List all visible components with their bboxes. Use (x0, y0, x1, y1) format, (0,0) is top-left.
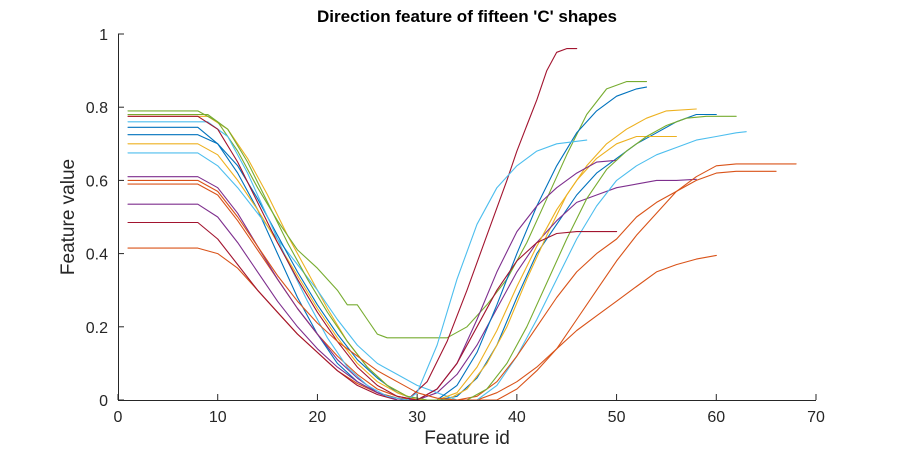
series-line-2 (127, 247, 717, 401)
x-axis-ticks: 0 10 20 30 40 50 60 70 (114, 394, 825, 426)
y-axis-label: Feature value (58, 159, 79, 275)
y-tick-label: 1 (99, 27, 108, 44)
x-tick-label: 10 (209, 409, 227, 426)
series-line-15 (127, 163, 797, 401)
series-lines (127, 48, 797, 401)
series-line-5 (127, 81, 648, 339)
x-tick-label: 30 (408, 409, 426, 426)
y-tick-label: 0.2 (86, 320, 108, 337)
series-line-6 (127, 131, 747, 401)
y-tick-label: 0.4 (86, 247, 108, 264)
y-tick-label: 0.8 (86, 100, 108, 117)
x-tick-label: 0 (114, 409, 123, 426)
x-axis-label: Feature id (424, 428, 510, 449)
x-tick-label: 20 (309, 409, 327, 426)
series-line-14 (127, 115, 618, 401)
x-tick-label: 40 (508, 409, 526, 426)
chart-title: Direction feature of fifteen 'C' shapes (317, 7, 617, 26)
y-axis-ticks: 0 0.2 0.4 0.6 0.8 1 (86, 27, 124, 410)
series-line-1 (127, 113, 717, 401)
x-tick-label: 60 (707, 409, 725, 426)
x-tick-label: 50 (608, 409, 626, 426)
series-line-4 (127, 178, 697, 401)
y-tick-label: 0 (99, 393, 108, 410)
series-line-9 (127, 170, 777, 401)
y-tick-label: 0.6 (86, 173, 108, 190)
x-tick-label: 70 (807, 409, 825, 426)
series-line-13 (127, 121, 588, 401)
